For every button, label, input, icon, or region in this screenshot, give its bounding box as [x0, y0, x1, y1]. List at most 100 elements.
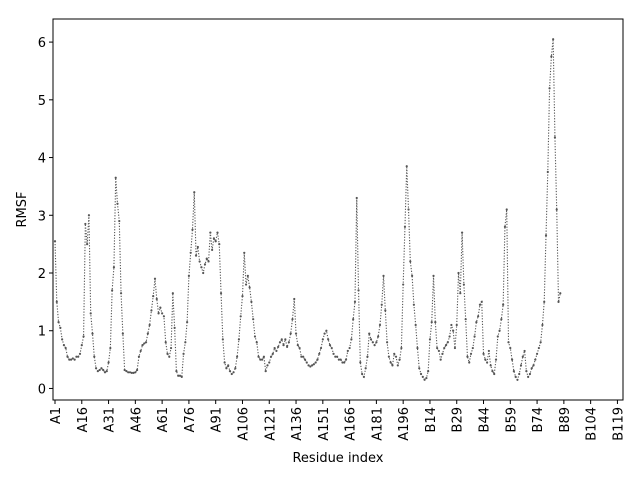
data-point: [312, 363, 315, 366]
data-point: [368, 332, 371, 335]
data-point: [94, 367, 98, 370]
data-point: [128, 371, 132, 374]
data-point: [394, 355, 398, 358]
data-point: [510, 358, 514, 361]
series-group: [53, 38, 562, 382]
data-point: [327, 338, 330, 341]
data-point: [498, 329, 501, 332]
data-point: [246, 274, 249, 277]
data-point: [455, 323, 458, 327]
data-point: [161, 312, 164, 315]
data-point: [218, 243, 221, 246]
data-point: [227, 364, 230, 367]
data-point: [282, 344, 285, 347]
data-point: [216, 231, 219, 234]
data-point: [86, 243, 89, 246]
data-point: [80, 344, 83, 347]
data-point: [450, 323, 453, 327]
data-point: [277, 345, 280, 348]
data-point: [496, 335, 499, 338]
data-point: [548, 87, 551, 90]
data-point: [314, 361, 317, 364]
data-point: [412, 303, 415, 306]
data-point: [530, 367, 533, 370]
data-point: [469, 352, 473, 355]
data-point: [371, 341, 374, 344]
data-point: [400, 346, 403, 350]
data-point: [432, 274, 435, 277]
data-point: [66, 355, 69, 358]
data-point: [116, 202, 119, 205]
data-point: [539, 341, 542, 344]
data-point: [430, 320, 433, 324]
data-point: [257, 355, 260, 358]
x-tick-label: A91: [210, 407, 225, 432]
data-point: [61, 338, 64, 341]
data-point: [514, 375, 517, 379]
x-axis-label: Residue index: [292, 451, 383, 466]
data-point: [382, 274, 385, 277]
data-point: [512, 370, 515, 373]
data-point: [361, 372, 364, 376]
x-tick-label: A76: [183, 407, 198, 432]
data-point: [357, 289, 360, 292]
data-point: [148, 323, 151, 327]
data-point: [177, 374, 180, 377]
data-point: [405, 165, 408, 168]
data-point: [300, 355, 303, 358]
data-point: [194, 254, 198, 257]
data-point: [223, 361, 226, 364]
data-point: [139, 349, 142, 353]
data-point: [84, 222, 87, 226]
y-tick-label: 3: [38, 209, 46, 224]
data-point: [330, 346, 333, 350]
data-point: [527, 375, 530, 379]
data-point: [523, 349, 526, 353]
data-point: [243, 251, 246, 254]
data-point: [305, 361, 308, 364]
data-point: [98, 368, 101, 372]
data-point: [294, 332, 298, 335]
data-point: [87, 214, 91, 217]
data-point: [241, 294, 244, 298]
data-point: [309, 365, 312, 368]
data-point: [350, 338, 353, 341]
x-tick-label: A1: [49, 407, 64, 424]
data-point: [462, 283, 465, 286]
data-point: [287, 341, 290, 344]
data-point: [353, 300, 357, 303]
data-point: [475, 320, 478, 324]
data-point: [293, 297, 296, 301]
data-point: [207, 260, 210, 263]
data-point: [119, 292, 123, 295]
data-point: [191, 228, 194, 231]
data-point: [214, 240, 217, 243]
data-point: [516, 378, 519, 381]
data-point: [537, 346, 540, 350]
data-point: [323, 332, 326, 335]
data-point: [439, 358, 442, 361]
y-tick-label: 0: [38, 382, 46, 397]
data-point: [311, 364, 314, 367]
data-point: [437, 349, 440, 353]
data-point: [261, 358, 264, 361]
data-point: [100, 367, 103, 370]
data-point: [64, 346, 67, 350]
data-point: [518, 372, 521, 376]
data-point: [203, 263, 207, 266]
data-point: [386, 341, 389, 344]
data-point: [559, 292, 562, 295]
data-point: [557, 300, 560, 303]
data-point: [82, 335, 85, 338]
data-point: [259, 358, 262, 361]
data-point: [93, 355, 96, 358]
data-point: [482, 352, 485, 355]
data-point: [377, 335, 380, 338]
data-point: [348, 346, 351, 350]
data-point: [184, 341, 187, 344]
data-point: [487, 349, 490, 353]
data-point: [234, 367, 237, 370]
data-point: [484, 358, 487, 361]
data-point: [343, 361, 346, 364]
data-point: [528, 372, 532, 376]
